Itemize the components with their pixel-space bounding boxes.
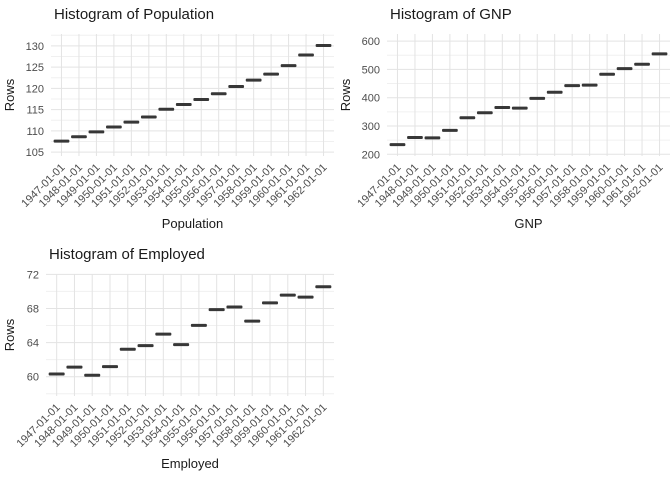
data-mark <box>190 323 207 327</box>
data-mark <box>599 72 615 76</box>
y-tick-label: 72 <box>27 269 39 281</box>
data-mark <box>71 135 87 139</box>
x-axis-title-employed: Employed <box>161 456 219 471</box>
data-mark <box>459 116 476 120</box>
y-tick-label: 115 <box>26 105 44 117</box>
data-mark <box>175 102 192 106</box>
x-axis-title-gnp: GNP <box>514 216 543 231</box>
data-mark <box>106 125 122 129</box>
x-axis-title-population: Population <box>161 216 224 231</box>
data-mark <box>119 347 136 351</box>
data-mark <box>476 111 493 115</box>
y-tick-label: 200 <box>362 149 380 161</box>
y-tick-label: 300 <box>362 121 380 133</box>
y-tick-label: 130 <box>26 41 44 53</box>
data-mark <box>173 343 190 347</box>
data-mark <box>424 136 441 140</box>
chart-employed: Histogram of Employed Rows 60 64 68 72 1947-… <box>0 240 336 480</box>
data-mark <box>616 67 633 71</box>
y-tick-label: 110 <box>26 126 44 138</box>
data-mark <box>546 90 563 94</box>
y-tick-label: 120 <box>26 83 44 95</box>
plot-panel-population: 1051101151201251301947-01-011948-01-0119… <box>19 34 334 210</box>
data-mark <box>263 72 279 76</box>
data-mark <box>102 365 118 369</box>
data-mark <box>279 293 296 297</box>
data-mark <box>53 139 70 143</box>
y-tick-label: 125 <box>26 62 44 74</box>
data-mark <box>280 64 297 68</box>
data-mark <box>88 130 105 134</box>
data-mark <box>564 84 581 88</box>
data-mark <box>315 44 332 48</box>
y-tick-label: 60 <box>27 372 39 384</box>
data-mark <box>84 373 101 377</box>
plot-panel-gnp: 2003004005006001947-01-011948-01-011949-… <box>355 34 670 210</box>
data-mark <box>228 85 245 89</box>
data-mark <box>581 83 598 87</box>
empty-cell <box>336 240 672 480</box>
data-mark <box>48 372 65 376</box>
y-tick-label: 600 <box>362 36 380 48</box>
data-mark <box>208 308 225 312</box>
data-mark <box>634 62 650 66</box>
data-mark <box>226 305 243 309</box>
data-mark <box>315 285 332 289</box>
y-tick-label: 64 <box>27 338 39 350</box>
data-mark <box>244 319 261 323</box>
data-mark <box>158 107 175 111</box>
data-mark <box>511 106 528 110</box>
data-mark <box>651 52 668 56</box>
chart-population: Histogram of Population Rows 105 110 115 12… <box>0 0 336 240</box>
data-mark <box>193 98 210 102</box>
data-mark <box>389 143 406 147</box>
data-mark <box>137 344 154 348</box>
chart-gnp: Histogram of GNP Rows 200 300 400 500 600 194… <box>336 0 672 240</box>
chart-title-employed: Histogram of Employed <box>49 246 205 263</box>
data-mark <box>407 135 423 139</box>
data-mark <box>245 78 262 82</box>
y-tick-label: 500 <box>362 64 380 76</box>
data-mark <box>140 115 157 119</box>
plot-panel-employed: 606468721947-01-011948-01-011949-01-0119… <box>15 269 334 450</box>
data-mark <box>123 120 140 124</box>
data-mark <box>442 128 458 132</box>
data-mark <box>155 332 172 336</box>
y-tick-label: 400 <box>362 93 380 105</box>
data-mark <box>529 96 546 100</box>
chart-title-population: Histogram of Population <box>54 6 215 23</box>
data-mark <box>66 365 83 369</box>
y-tick-label: 68 <box>27 303 39 315</box>
chart-title-gnp: Histogram of GNP <box>390 6 512 23</box>
data-mark <box>298 53 314 57</box>
data-mark <box>262 301 278 305</box>
y-tick-label: 105 <box>26 147 44 159</box>
data-mark <box>210 92 227 96</box>
data-mark <box>494 105 511 109</box>
data-mark <box>297 295 314 299</box>
